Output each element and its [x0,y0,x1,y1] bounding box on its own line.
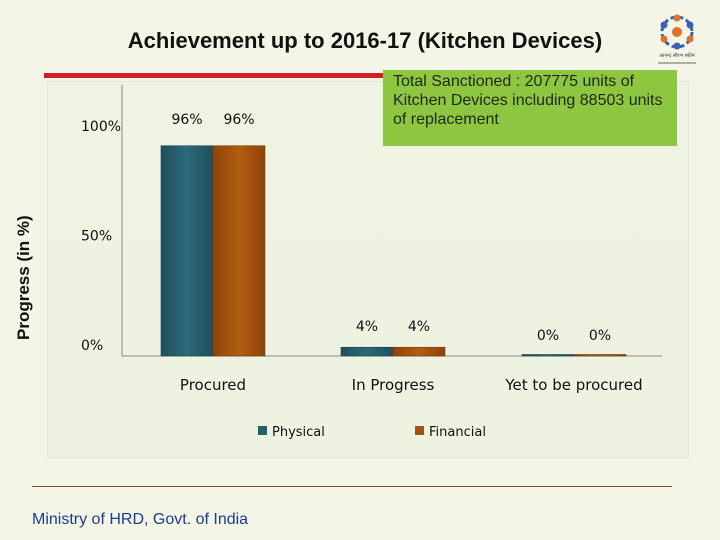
footer-text: Ministry of HRD, Govt. of India [32,511,249,528]
bar-financial-1 [392,346,446,357]
data-label: 4% [408,319,430,335]
x-tick-label: Procured [180,376,246,394]
logo-text: आनन्द सौरभ स्कीम [659,52,696,59]
legend-label-physical: Physical [272,425,325,440]
y-tick-label: 0% [81,338,103,354]
x-tick-label: Yet to be procured [504,376,642,394]
x-tick-label: In Progress [352,376,435,394]
logo-icon: आनन्द सौरभ स्कीम [658,14,696,64]
legend-swatch-financial [415,426,424,435]
bar-physical-2 [521,354,575,357]
slide-title: Achievement up to 2016-17 (Kitchen Devic… [127,28,603,53]
data-label: 96% [171,112,202,128]
data-label: 4% [356,319,378,335]
logo: आनन्द सौरभ स्कीम [646,8,708,70]
y-tick-label: 100% [81,119,121,135]
legend-label-financial: Financial [429,425,486,440]
bar-physical-0 [160,145,214,357]
y-tick-label: 50% [81,229,112,245]
accent-line [44,73,424,78]
data-label: 0% [589,328,611,344]
data-label: 0% [537,328,559,344]
footer-divider [32,486,672,487]
bar-financial-2 [573,354,627,357]
legend-swatch-physical [258,426,267,435]
bar-financial-0 [212,145,266,357]
data-label: 96% [223,112,254,128]
bar-physical-1 [340,346,394,357]
sanction-note: Total Sanctioned : 207775 units of Kitch… [383,70,677,146]
y-axis-label: Progress (in %) [14,215,33,340]
